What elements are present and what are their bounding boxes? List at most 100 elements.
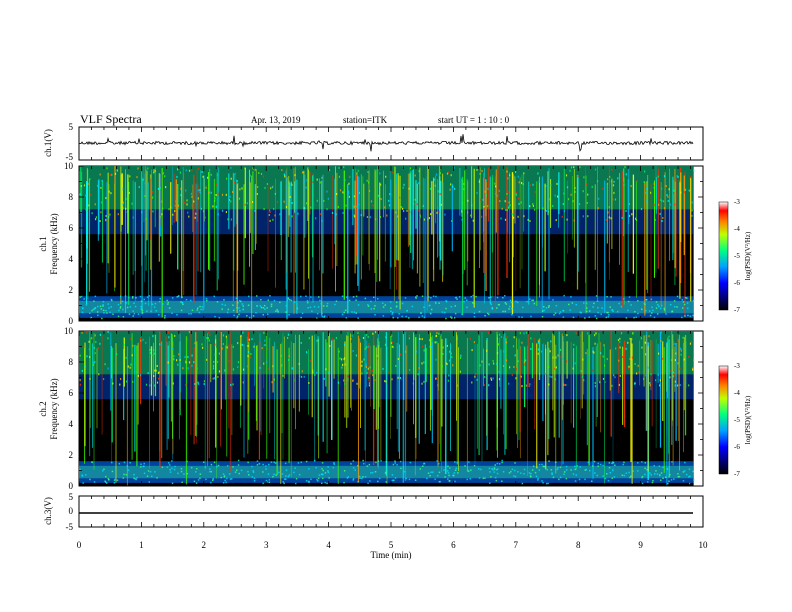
ch1-psd-speck — [228, 199, 231, 201]
ch1-psd-speck — [368, 190, 371, 192]
ch2-low-speck — [544, 465, 546, 468]
ch2-psd-speck — [97, 346, 99, 349]
ch1-psd-speck — [594, 168, 597, 171]
ch2-low-speck — [473, 464, 476, 467]
ch2-psd-speck — [559, 348, 562, 351]
ch1-low-speck — [676, 306, 678, 308]
ch2-low-speck — [419, 468, 422, 470]
ch1-psd-speck — [271, 186, 274, 189]
ch2-low-speck — [193, 480, 196, 483]
ch2-low-speck — [537, 479, 539, 481]
ch1-low-speck — [182, 303, 184, 306]
ch1-psd-speck — [108, 216, 110, 219]
ch1-low-speck — [346, 296, 348, 298]
ch2-low-speck — [171, 460, 173, 462]
ch2-low-speck — [209, 468, 211, 470]
ch1-psd-speck — [214, 197, 216, 200]
ch1-psd-speck — [188, 215, 190, 218]
ch2-low-speck — [273, 473, 275, 476]
ch2-low-speck — [530, 472, 532, 475]
ch1-psd-speck — [631, 213, 633, 216]
ch2-low-speck — [105, 481, 107, 484]
ch1-low-speck — [176, 314, 178, 316]
ch2-low-speck — [572, 473, 575, 475]
ch1-psd-speck — [216, 166, 218, 169]
ch1-low-speck — [167, 303, 169, 305]
ch2-psd-speck — [232, 368, 235, 371]
ch1-psd-speck — [440, 203, 442, 206]
ch2-low-speck — [326, 482, 328, 485]
ch2-psd-speck — [374, 331, 377, 334]
ch2-psd-speck — [391, 341, 393, 344]
ch1-psd-speck — [666, 194, 668, 197]
ch1-psd-speck — [241, 187, 243, 190]
ch1-psd-speck — [323, 191, 325, 194]
ch1-psd-speck — [545, 185, 547, 188]
ch2-low-speck — [247, 461, 249, 464]
ch2-psd-speck — [343, 379, 345, 382]
ch1-low-speck — [99, 305, 102, 308]
ch2-low-speck — [268, 481, 271, 484]
ch1-low-speck — [597, 311, 599, 314]
ch1-psd-speck — [513, 175, 515, 178]
ch2-psd-speck — [690, 340, 692, 343]
ch1-psd-speck — [159, 216, 161, 219]
ch2-low-speck — [251, 465, 253, 468]
ch1-low-speck — [658, 305, 660, 307]
ch1-low-speck — [687, 314, 689, 317]
ch1-low-speck — [242, 308, 244, 311]
ch1-low-speck — [190, 313, 192, 315]
ch1-psd-speck — [257, 186, 259, 188]
ch2-low-speck — [662, 466, 664, 469]
ch1-psd-speck — [617, 177, 619, 180]
ch1-psd-speck — [193, 200, 195, 203]
ch2-psd-speck — [672, 375, 674, 378]
ch1-low-speck — [201, 306, 203, 308]
ch1-psd-speck — [221, 209, 224, 212]
ch1-psd-speck — [506, 192, 508, 195]
ch2-low-speck — [300, 461, 302, 463]
ch2-low-speck — [669, 473, 671, 476]
ch2-low-speck — [103, 468, 105, 470]
ch2-low-speck — [285, 469, 288, 471]
ch1-low-speck — [334, 303, 336, 306]
ch2-psd-speck — [145, 341, 147, 344]
ch2-psd-speck — [503, 350, 505, 353]
ch2-psd-speck — [619, 340, 621, 343]
ch2-psd-speck — [451, 356, 453, 359]
ch2-low-speck — [493, 471, 496, 473]
ch2-low-speck — [584, 478, 586, 481]
ch1-psd-speck — [202, 175, 204, 178]
ch2-low-speck — [213, 461, 216, 464]
ch1-low-speck — [322, 305, 325, 307]
ch2-psd-speck — [573, 343, 575, 346]
ch1-low-speck — [541, 315, 544, 318]
ch1-psd-speck — [264, 186, 266, 189]
ch1-low-speck — [406, 310, 408, 312]
ch1-psd-speck — [303, 207, 305, 210]
ch2-low-speck — [253, 477, 256, 479]
ch2-psd-speck — [384, 380, 386, 383]
ch1-low-speck — [276, 309, 278, 311]
ch2-low-speck — [430, 471, 432, 473]
ch1-low-speck — [196, 309, 199, 311]
ch2-ytick-6: 6 — [69, 388, 74, 398]
ch2-psd-speck — [620, 332, 623, 335]
ch2-psd-speck — [492, 377, 494, 380]
ch1-psd-speck — [266, 183, 268, 185]
ch1-psd-speck — [291, 183, 293, 186]
ch1-low-speck — [572, 316, 575, 319]
ch2-psd-speck — [525, 359, 527, 362]
ch1-low-speck — [135, 297, 137, 299]
ch2-low-speck — [321, 462, 324, 464]
ch2-low-speck — [370, 472, 372, 474]
ch1-ytick-8: 8 — [69, 192, 74, 202]
ch2-psd-speck — [594, 382, 596, 384]
ch2-low-speck — [456, 461, 459, 464]
ch3-ytick-5: 5 — [69, 492, 74, 502]
ch1-low-speck — [620, 305, 623, 308]
ch2-low-speck — [392, 463, 395, 466]
ch1-psd-speck — [563, 192, 565, 195]
ch1-psd-speck — [80, 183, 83, 186]
ch1-psd-speck — [360, 214, 362, 217]
